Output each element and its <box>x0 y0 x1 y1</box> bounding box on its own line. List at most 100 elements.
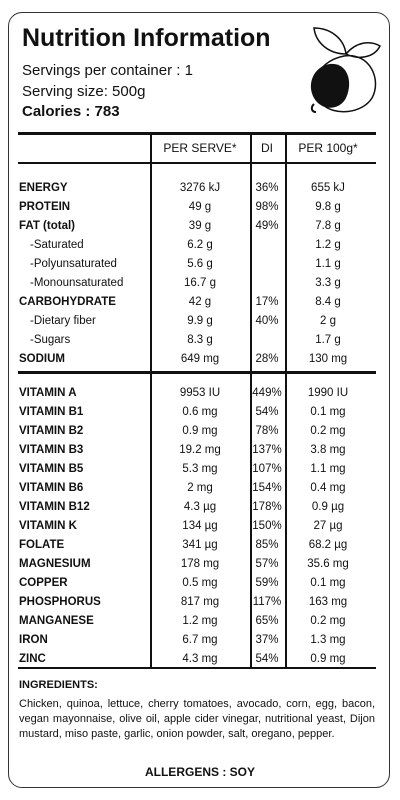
lemon-icon <box>310 27 381 113</box>
row-value: 8.3 g <box>187 334 213 346</box>
row-label: VITAMIN B6 <box>19 482 84 494</box>
label-card <box>8 12 390 788</box>
row-value: 39 g <box>188 220 212 232</box>
row-label: -Sugars <box>30 334 71 346</box>
column-header: PER 100g* <box>298 141 358 155</box>
row-value: 16.7 g <box>184 277 216 289</box>
row-label: SODIUM <box>19 353 65 365</box>
row-value: 1.7 g <box>315 334 341 346</box>
serving-size: Serving size: 500g <box>22 83 146 100</box>
row-value: 1990 IU <box>307 387 349 399</box>
row-value: 49% <box>255 220 279 232</box>
row-value: 37% <box>255 634 279 646</box>
row-value: 49 g <box>188 201 212 213</box>
row-value: 163 mg <box>308 596 348 608</box>
row-value: 59% <box>255 577 279 589</box>
column-rule <box>285 135 287 667</box>
row-value: 6.2 g <box>187 239 213 251</box>
rule-section <box>18 371 376 374</box>
row-value: 0.2 mg <box>310 425 346 437</box>
row-value: 35.6 mg <box>307 558 349 570</box>
row-label: -Dietary fiber <box>30 315 96 327</box>
row-value: 0.9 mg <box>310 653 346 665</box>
row-value: 4.3 mg <box>182 653 218 665</box>
row-value: 98% <box>255 201 279 213</box>
row-label: CARBOHYDRATE <box>19 296 116 308</box>
row-value: 54% <box>255 653 279 665</box>
row-label: VITAMIN B12 <box>19 501 90 513</box>
row-value: 341 µg <box>182 539 218 551</box>
row-label: -Monounsaturated <box>30 277 124 289</box>
row-value: 28% <box>255 353 279 365</box>
ingredients-heading: INGREDIENTS: <box>19 679 98 691</box>
row-label: MANGANESE <box>19 615 94 627</box>
allergens: ALLERGENS : SOY <box>144 765 255 779</box>
row-value: 154% <box>252 482 282 494</box>
row-label: VITAMIN B3 <box>19 444 84 456</box>
row-value: 54% <box>255 406 279 418</box>
column-header: PER SERVE* <box>163 141 237 155</box>
row-label: PHOSPHORUS <box>19 596 101 608</box>
row-value: 178 mg <box>180 558 220 570</box>
row-value: 1.1 mg <box>310 463 346 475</box>
row-value: 117% <box>252 596 282 608</box>
row-label: FOLATE <box>19 539 65 551</box>
row-value: 9.8 g <box>315 201 341 213</box>
row-value: 78% <box>255 425 279 437</box>
rule-thin <box>18 162 376 164</box>
row-value: 1.2 g <box>315 239 341 251</box>
row-value: 2 mg <box>187 482 213 494</box>
row-value: 817 mg <box>180 596 220 608</box>
row-value: 6.7 mg <box>182 634 218 646</box>
row-label: VITAMIN A <box>19 387 77 399</box>
row-label: ZINC <box>19 653 46 665</box>
row-label: VITAMIN K <box>19 520 77 532</box>
row-value: 3.3 g <box>315 277 341 289</box>
row-value: 0.9 µg <box>311 501 345 513</box>
row-label: PROTEIN <box>19 201 71 213</box>
row-label: MAGNESIUM <box>19 558 91 570</box>
row-value: 3276 kJ <box>179 182 221 194</box>
row-value: 1.3 mg <box>310 634 346 646</box>
row-value: 9953 IU <box>179 387 221 399</box>
row-value: 2 g <box>320 315 336 327</box>
row-value: 40% <box>255 315 279 327</box>
ingredients-text: Chicken, quinoa, lettuce, cherry tomatoe… <box>19 698 375 740</box>
row-value: 5.6 g <box>187 258 213 270</box>
row-value: 449% <box>252 387 282 399</box>
row-label: FAT (total) <box>19 220 75 232</box>
row-value: 0.9 mg <box>182 425 218 437</box>
row-value: 65% <box>255 615 279 627</box>
row-value: 17% <box>255 296 279 308</box>
row-value: 178% <box>252 501 282 513</box>
row-value: 42 g <box>188 296 212 308</box>
row-value: 5.3 mg <box>182 463 218 475</box>
row-value: 107% <box>252 463 282 475</box>
row-label: -Polyunsaturated <box>30 258 117 270</box>
row-value: 8.4 g <box>315 296 341 308</box>
row-value: 0.6 mg <box>182 406 218 418</box>
title: Nutrition Information <box>22 24 271 52</box>
row-value: 0.4 mg <box>310 482 346 494</box>
row-label: VITAMIN B5 <box>19 463 84 475</box>
column-rule <box>250 135 252 667</box>
row-value: 150% <box>252 520 282 532</box>
row-value: 1.1 g <box>315 258 341 270</box>
column-header: DI <box>261 141 273 155</box>
row-value: 68.2 µg <box>308 539 348 551</box>
row-label: VITAMIN B2 <box>19 425 84 437</box>
row-value: 3.8 mg <box>310 444 346 456</box>
row-value: 36% <box>255 182 279 194</box>
row-value: 9.9 g <box>187 315 213 327</box>
calories: Calories : 783 <box>22 103 120 120</box>
row-label: ENERGY <box>19 182 68 194</box>
row-value: 27 µg <box>313 520 343 532</box>
rule-bottom <box>18 667 376 669</box>
row-value: 4.3 µg <box>183 501 217 513</box>
column-rule <box>150 135 152 667</box>
row-label: -Saturated <box>30 239 84 251</box>
row-value: 1.2 mg <box>182 615 218 627</box>
row-label: IRON <box>19 634 48 646</box>
servings-per-container: Servings per container : 1 <box>22 62 193 79</box>
